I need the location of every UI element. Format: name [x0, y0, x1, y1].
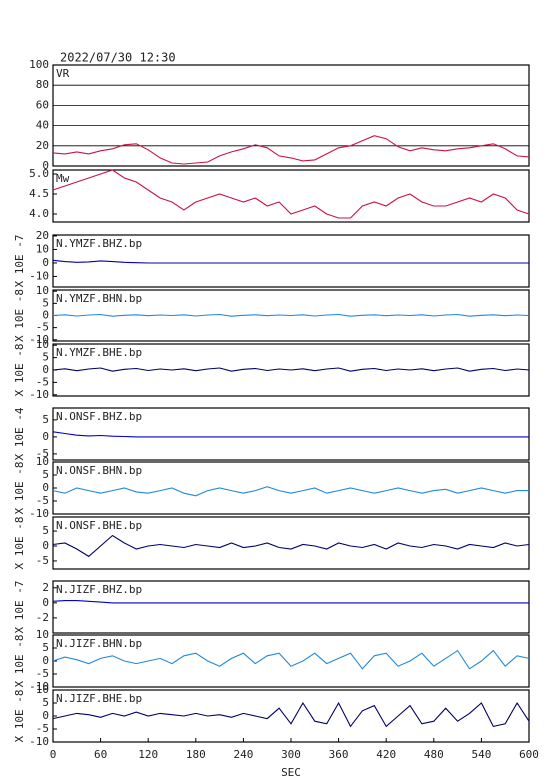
trace	[52, 169, 530, 219]
trace	[52, 313, 530, 317]
x-tick-label: 540	[471, 748, 491, 761]
trace	[52, 600, 529, 604]
y-tick-label: 10	[36, 683, 49, 696]
y-tick-label: -5	[36, 375, 49, 388]
y-tick-label: 5	[42, 296, 49, 309]
y-tick-label: 20	[36, 139, 49, 152]
trace	[52, 259, 529, 264]
x-axis-label: SEC	[281, 766, 301, 779]
y-tick-label: -10	[29, 269, 49, 282]
panel-label: N.ONSF.BHN.bp	[56, 464, 142, 477]
y-tick-label: -5	[36, 447, 49, 460]
x-tick-label: 180	[186, 748, 206, 761]
y-axis-label: X 10E -4	[13, 407, 26, 460]
y-tick-label: 20	[36, 229, 49, 242]
y-axis-label: X 10E -8	[13, 517, 26, 570]
panel-label: N.JIZF.BHN.bp	[56, 637, 142, 650]
panel-label: N.JIZF.BHZ.bp	[56, 583, 142, 596]
y-axis-label: X 10E -7	[13, 581, 26, 634]
y-tick-label: -5	[36, 494, 49, 507]
y-tick-label: 0	[42, 596, 49, 609]
panel-label: N.YMZF.BHN.bp	[56, 292, 142, 305]
x-tick-label: 420	[376, 748, 396, 761]
y-tick-label: -5	[36, 321, 49, 334]
y-tick-label: 10	[36, 242, 49, 255]
y-tick-label: 5	[42, 696, 49, 709]
trace	[52, 367, 530, 372]
y-tick-label: -10	[29, 735, 49, 748]
y-tick-label: 5	[42, 524, 49, 537]
y-tick-label: 0	[42, 256, 49, 269]
trace	[52, 486, 529, 497]
y-axis-label: X 10E -8	[13, 462, 26, 515]
y-tick-label: 100	[29, 58, 49, 71]
y-axis-label: X 10E -8	[13, 635, 26, 688]
trace	[52, 534, 530, 558]
x-tick-label: 120	[138, 748, 158, 761]
panel-frame	[52, 234, 530, 288]
y-axis-label: X 10E -8	[13, 690, 26, 743]
y-tick-label: 5	[42, 413, 49, 426]
trace	[52, 649, 530, 670]
y-tick-label: 80	[36, 78, 49, 91]
x-tick-label: 0	[50, 748, 57, 761]
y-tick-label: -10	[29, 388, 49, 401]
y-axis-label: X 10E -7	[13, 235, 26, 288]
y-tick-label: 10	[36, 455, 49, 468]
y-axis-label: X 10E -8	[13, 344, 26, 397]
y-tick-label: 0	[42, 363, 49, 376]
y-tick-label: 5	[42, 641, 49, 654]
y-tick-label: 60	[36, 98, 49, 111]
y-tick-label: -10	[29, 333, 49, 346]
y-tick-label: 0	[42, 159, 49, 172]
panel-frame	[52, 64, 530, 167]
y-tick-label: 2	[42, 581, 49, 594]
y-tick-label: 10	[36, 284, 49, 297]
y-tick-label: 0	[42, 654, 49, 667]
panel-label: N.ONSF.BHE.bp	[56, 519, 142, 532]
panel-label: VR	[56, 67, 70, 80]
panel-frame	[52, 580, 530, 634]
y-tick-label: -5	[36, 667, 49, 680]
chart-title: 2022/07/30 12:30	[60, 51, 176, 65]
y-tick-label: -5	[36, 722, 49, 735]
y-tick-label: 4.5	[29, 187, 49, 200]
panel-frame	[52, 516, 530, 570]
x-tick-label: 240	[233, 748, 253, 761]
y-tick-label: 0	[42, 309, 49, 322]
y-tick-label: -2	[36, 611, 49, 624]
y-tick-label: 40	[36, 119, 49, 132]
y-tick-label: 5	[42, 468, 49, 481]
panel-label: N.YMZF.BHZ.bp	[56, 237, 142, 250]
y-tick-label: 0	[42, 481, 49, 494]
y-tick-label: -5	[36, 554, 49, 567]
x-tick-label: 300	[281, 748, 301, 761]
panel-label: N.ONSF.BHZ.bp	[56, 410, 142, 423]
y-tick-label: 0	[42, 539, 49, 552]
x-tick-label: 360	[329, 748, 349, 761]
y-tick-label: -10	[29, 507, 49, 520]
y-tick-label: 0	[42, 430, 49, 443]
y-tick-label: 0	[42, 709, 49, 722]
y-axis-label: X 10E -8	[13, 289, 26, 342]
x-tick-label: 60	[94, 748, 107, 761]
x-tick-label: 480	[424, 748, 444, 761]
trace	[52, 135, 530, 165]
panel-label: Mw	[56, 172, 70, 185]
y-tick-label: 4.0	[29, 207, 49, 220]
trace	[52, 431, 529, 438]
panel-label: N.JIZF.BHE.bp	[56, 692, 142, 705]
x-tick-label: 600	[519, 748, 539, 761]
y-tick-label: -10	[29, 680, 49, 693]
panel-label: N.YMZF.BHE.bp	[56, 346, 142, 359]
trace	[52, 701, 530, 728]
y-tick-label: 10	[36, 628, 49, 641]
y-tick-label: 10	[36, 338, 49, 351]
y-tick-label: 5.0	[29, 167, 49, 180]
y-tick-label: 5	[42, 351, 49, 364]
panel-frame	[52, 407, 530, 461]
panel-frame	[52, 169, 530, 223]
